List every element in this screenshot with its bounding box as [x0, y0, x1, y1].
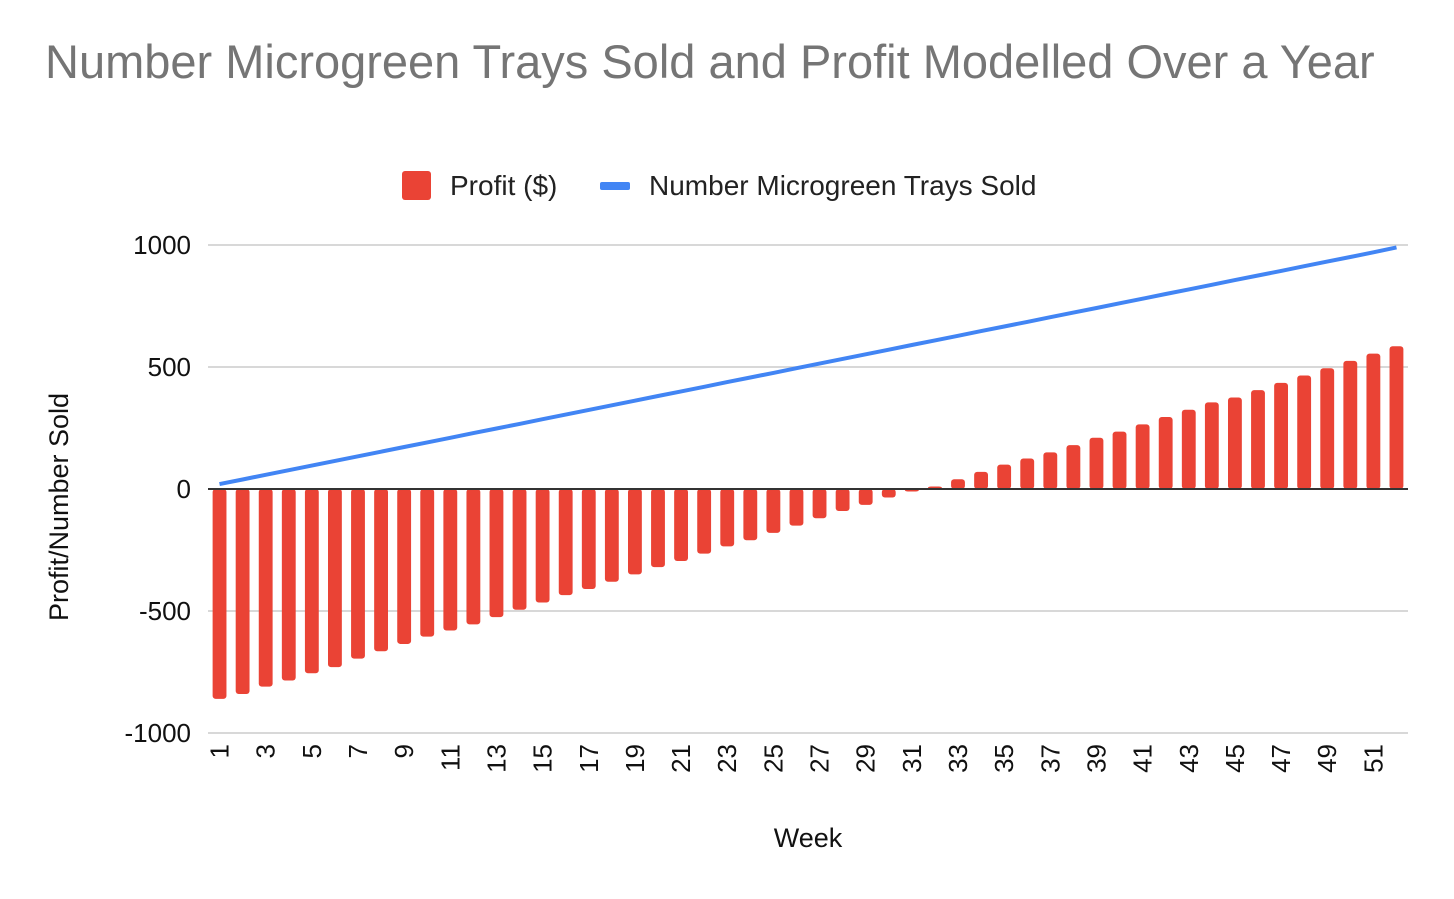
x-tick-label-49: 49 — [1312, 744, 1342, 773]
y-axis-title: Profit/Number Sold — [44, 393, 74, 621]
chart-title: Number Microgreen Trays Sold and Profit … — [45, 35, 1375, 88]
profit-bar-week-23 — [720, 489, 735, 547]
profit-bar-week-43 — [1181, 409, 1196, 489]
x-tick-label-27: 27 — [805, 744, 835, 773]
x-tick-label-19: 19 — [620, 744, 650, 773]
profit-bar-week-5 — [304, 489, 319, 674]
x-tick-label-47: 47 — [1266, 744, 1296, 773]
profit-bar-week-36 — [1020, 458, 1035, 489]
profit-bar-week-52 — [1389, 346, 1404, 489]
profit-bar-week-37 — [1043, 452, 1058, 489]
y-tick-label-0: 0 — [177, 474, 191, 504]
profit-bar-week-34 — [974, 471, 988, 489]
profit-bar-week-38 — [1066, 445, 1081, 489]
profit-bar-week-49 — [1320, 368, 1335, 489]
x-tick-labels: 1 3 5 7 9 11 13 15 17 19 21 23 25 27 29 31 33 35 37 39 41 43 4… — [205, 744, 1389, 773]
legend-label-profit: Profit ($) — [450, 170, 557, 201]
profit-bar-week-41 — [1135, 424, 1150, 489]
profit-bar-week-28 — [835, 489, 850, 511]
x-tick-label-13: 13 — [482, 744, 512, 773]
x-tick-label-31: 31 — [897, 744, 927, 773]
profit-bar-week-47 — [1274, 382, 1288, 489]
profit-bar-week-15 — [535, 489, 550, 603]
x-tick-label-17: 17 — [574, 744, 604, 773]
profit-bar-week-20 — [651, 489, 665, 568]
x-tick-label-35: 35 — [989, 744, 1019, 773]
y-tick-label--500: -500 — [139, 596, 191, 626]
x-tick-label-7: 7 — [343, 744, 373, 758]
trays-sold-line — [219, 245, 1397, 487]
profit-bar-week-1 — [212, 489, 227, 699]
x-tick-label-51: 51 — [1358, 744, 1388, 773]
profit-bar-week-50 — [1343, 360, 1358, 489]
profit-bar-week-24 — [743, 489, 758, 541]
x-tick-label-1: 1 — [205, 744, 235, 758]
legend-label-trays: Number Microgreen Trays Sold — [649, 170, 1036, 201]
profit-bar-week-48 — [1297, 375, 1312, 489]
profit-bar-week-9 — [397, 489, 412, 644]
x-tick-label-23: 23 — [712, 744, 742, 773]
x-tick-label-43: 43 — [1174, 744, 1204, 773]
profit-bar-week-13 — [489, 489, 504, 618]
profit-bar-week-27 — [812, 489, 827, 519]
profit-bar-week-30 — [881, 489, 896, 498]
profit-bar-week-25 — [766, 489, 781, 533]
y-tick-labels: 1000 500 0 -500 -1000 — [125, 230, 192, 748]
legend-swatch-profit — [402, 171, 431, 200]
y-tick-label--1000: -1000 — [125, 718, 192, 748]
profit-bars — [212, 346, 1404, 699]
x-tick-label-5: 5 — [297, 744, 327, 758]
x-tick-label-37: 37 — [1035, 744, 1065, 773]
profit-bar-week-39 — [1089, 437, 1104, 489]
profit-bar-week-18 — [604, 489, 619, 582]
x-tick-label-29: 29 — [851, 744, 881, 773]
profit-bar-week-29 — [858, 489, 873, 505]
profit-bar-week-46 — [1251, 390, 1265, 489]
profit-bar-week-2 — [235, 489, 250, 694]
y-tick-label-1000: 1000 — [133, 230, 191, 260]
x-tick-label-3: 3 — [251, 744, 281, 758]
legend: Profit ($) Number Microgreen Trays Sold — [402, 170, 1036, 201]
x-tick-label-41: 41 — [1128, 744, 1158, 773]
profit-bar-week-42 — [1158, 417, 1173, 489]
profit-bar-week-17 — [581, 489, 596, 590]
profit-bar-week-10 — [420, 489, 435, 637]
profit-bar-week-11 — [443, 489, 458, 631]
x-tick-label-15: 15 — [528, 744, 558, 773]
x-tick-label-9: 9 — [389, 744, 419, 758]
profit-bar-week-19 — [628, 489, 642, 575]
legend-swatch-trays — [600, 182, 630, 190]
profit-bar-week-21 — [674, 489, 688, 561]
profit-bar-week-22 — [697, 489, 712, 554]
profit-bar-week-4 — [281, 489, 296, 681]
profit-bar-week-51 — [1366, 353, 1381, 489]
x-tick-label-21: 21 — [666, 744, 696, 773]
profit-bar-week-35 — [997, 464, 1012, 489]
profit-bar-week-12 — [466, 489, 481, 625]
profit-bar-week-44 — [1204, 402, 1219, 489]
y-tick-label-500: 500 — [148, 352, 191, 382]
x-tick-label-39: 39 — [1082, 744, 1112, 773]
profit-bar-week-16 — [558, 489, 573, 596]
profit-bar-week-8 — [374, 489, 388, 652]
profit-bar-week-26 — [789, 489, 804, 526]
profit-bar-week-6 — [328, 489, 342, 668]
profit-bar-week-45 — [1228, 397, 1242, 489]
profit-bar-week-14 — [512, 489, 527, 610]
x-tick-label-33: 33 — [943, 744, 973, 773]
profit-bar-week-7 — [351, 489, 365, 659]
profit-bar-week-33 — [951, 479, 965, 489]
x-tick-label-45: 45 — [1220, 744, 1250, 773]
x-tick-label-11: 11 — [435, 744, 465, 771]
x-tick-label-25: 25 — [758, 744, 788, 773]
profit-bar-week-40 — [1112, 431, 1127, 489]
x-axis-title: Week — [774, 823, 843, 853]
profit-bar-week-3 — [258, 489, 273, 687]
trays-sold-line-group — [219, 245, 1397, 487]
